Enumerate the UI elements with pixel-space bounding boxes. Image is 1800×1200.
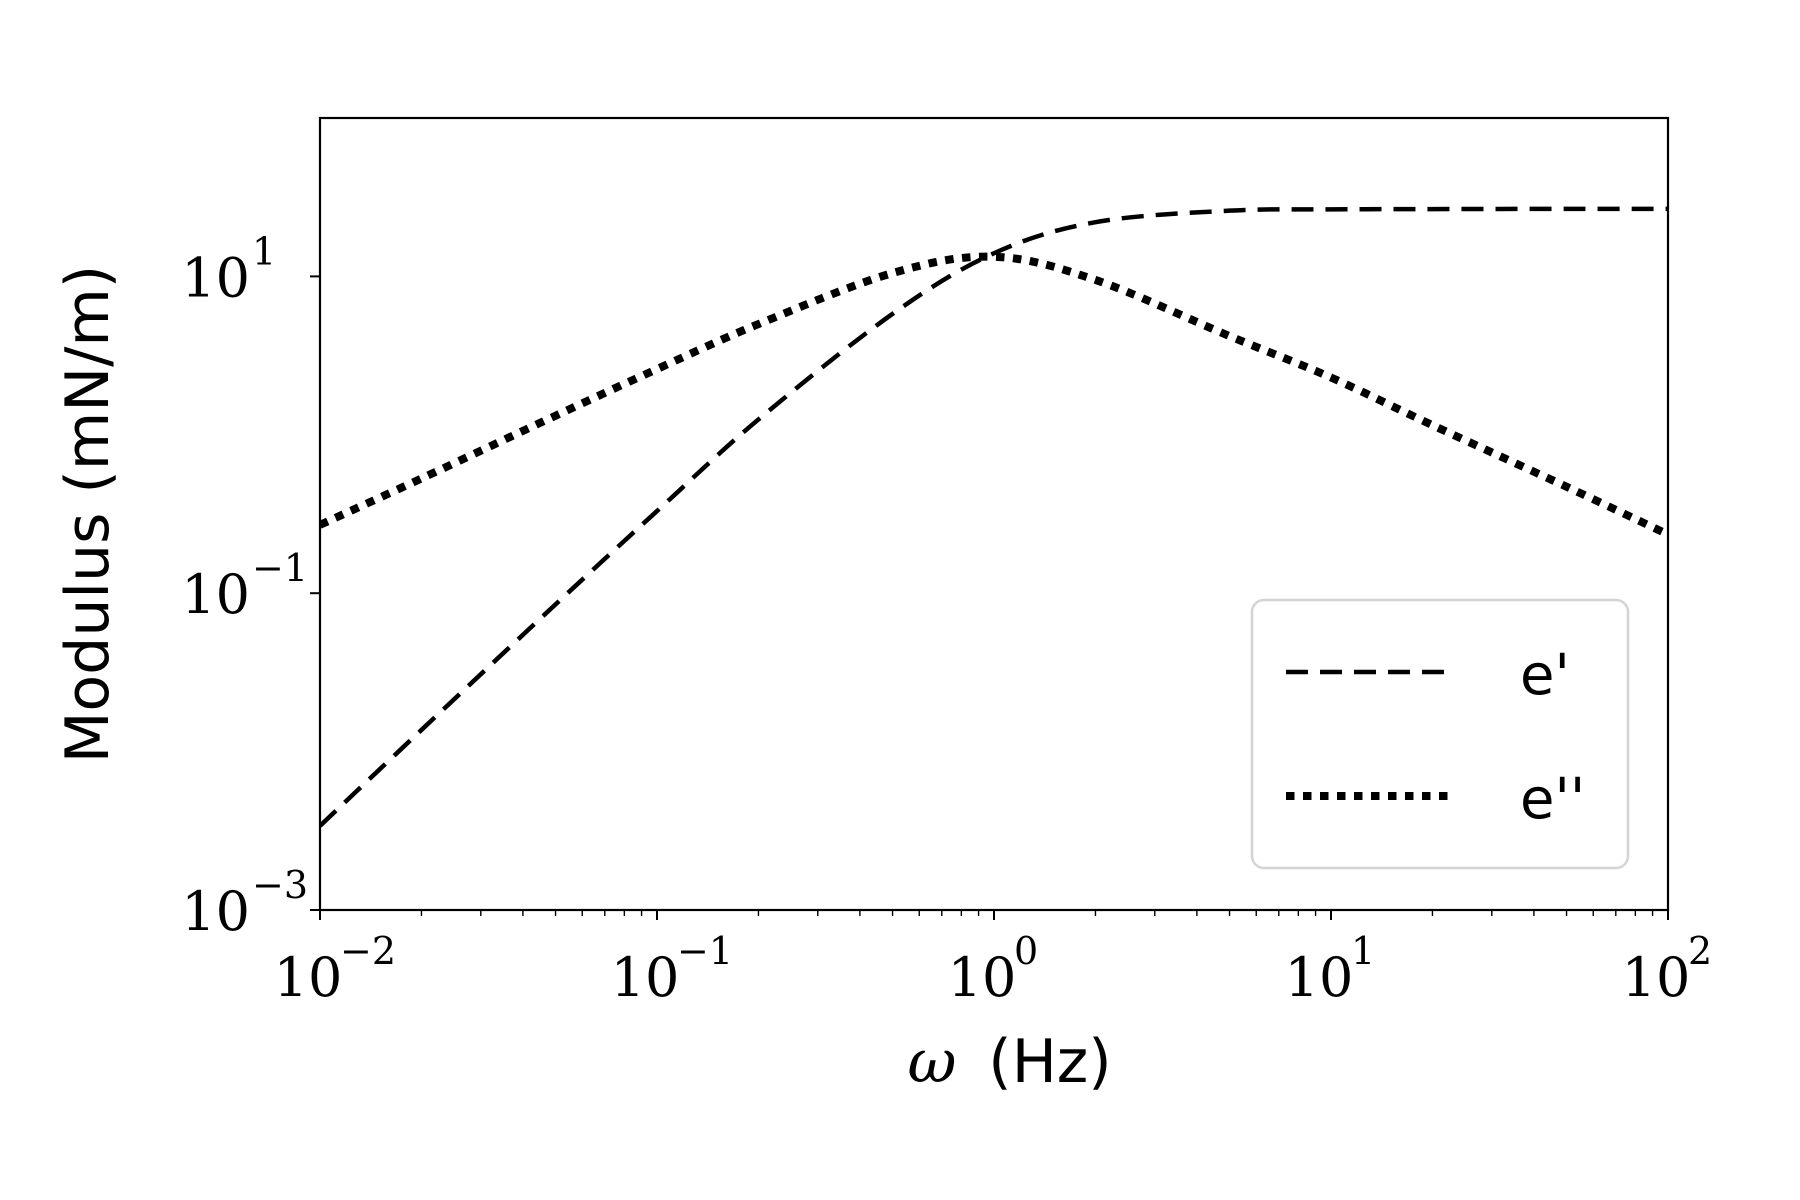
x-tick-exponent: −1 [677,929,733,973]
x-tick-base: 10 [1622,946,1691,1009]
x-tick-base: 10 [1285,946,1354,1009]
legend-label: e' [1520,643,1570,708]
x-tick-base: 10 [611,946,680,1009]
series-line-e-double-prime [320,252,1668,539]
legend-box [1250,598,1630,870]
legend: e' e'' [1250,598,1630,870]
y-tick-label: 10 −3 [181,863,308,943]
x-axis-symbol: ω [908,1027,957,1097]
x-tick-label: 102 [1622,929,1713,1009]
y-tick-label: 10 1 [181,229,276,309]
x-tick-exponent: 0 [1014,929,1038,973]
x-axis-unit: (Hz) [988,1027,1111,1097]
y-tick-base: 10 [181,563,250,626]
x-tick-exponent: 1 [1351,929,1375,973]
x-tick-base: 10 [948,946,1017,1009]
y-tick-exponent: 1 [252,229,276,273]
y-axis-label: Modulus (mN/m) [53,265,123,763]
x-tick-label: 10−2 [274,929,396,1009]
y-tick-base: 10 [181,880,250,943]
x-tick-base: 10 [274,946,343,1009]
series-line-e-prime [320,206,1668,828]
x-tick-label: 10−1 [611,929,733,1009]
x-tick-exponent: 2 [1688,929,1712,973]
y-tick-label: 10 −1 [181,546,308,626]
legend-label: e'' [1520,767,1585,832]
x-tick-exponent: −2 [340,929,396,973]
y-tick-base: 10 [181,246,250,309]
series-group [320,206,1668,828]
x-tick-label: 101 [1285,929,1376,1009]
x-tick-label: 100 [948,929,1039,1009]
y-tick-exponent: −3 [252,863,308,907]
y-tick-exponent: −1 [252,546,308,590]
